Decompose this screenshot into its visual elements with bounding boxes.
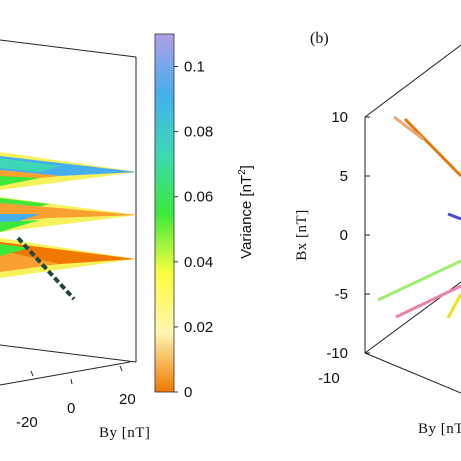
y-tick-label: 5	[340, 168, 348, 185]
panel-a: -20 0 20 By [nT]	[0, 39, 150, 441]
colorbar-tick-label: 0.1	[184, 59, 205, 76]
colorbar-bar	[154, 33, 175, 393]
box-edge	[0, 344, 137, 363]
series-line	[393, 115, 424, 141]
colorbar: 0 0.02 0.04 0.06 0.08 0.1 Variance [nT2]	[154, 33, 255, 401]
x-tick-mark	[70, 378, 73, 385]
x-tick-mark	[119, 365, 123, 372]
y-axis-label: Bx [nT]	[294, 209, 310, 260]
box-edge	[0, 361, 131, 386]
y-tick-label: -5	[335, 286, 348, 303]
trajectory-line	[16, 236, 76, 301]
series-line	[446, 293, 461, 319]
series-line	[377, 259, 461, 302]
panel-label: (b)	[310, 30, 329, 47]
x-tick-label: 20	[119, 391, 136, 408]
series-line	[395, 284, 461, 319]
x-tick-label: -10	[318, 370, 340, 387]
y-tick-label: -10	[326, 345, 348, 362]
panel-b: (b) 10 5 0 -5 -10 -10 Bx [nT] By [nT]	[294, 30, 461, 437]
box-edge	[0, 39, 137, 58]
series-line	[447, 212, 461, 221]
box-edge	[364, 44, 461, 118]
x-tick-label: -20	[16, 414, 38, 431]
surface-sheet	[0, 152, 138, 190]
colorbar-label: Variance [nT2]	[237, 165, 255, 259]
x-tick-mark	[30, 370, 34, 377]
colorbar-tick-label: 0.04	[184, 254, 213, 271]
colorbar-tick-label: 0.08	[184, 124, 213, 141]
colorbar-tick-label: 0	[184, 384, 192, 401]
y-tick-label: 0	[340, 227, 348, 244]
series-line	[403, 117, 461, 178]
x-tick-label: 0	[67, 400, 75, 417]
x-axis-label: By [nT]	[99, 425, 150, 441]
surface-sheet	[0, 197, 138, 232]
colorbar-tick-label: 0.02	[184, 319, 213, 336]
x-axis-label: By [nT]	[418, 421, 461, 437]
box-edge	[364, 352, 461, 394]
colorbar-tick-label: 0.06	[184, 189, 213, 206]
y-tick-label: 10	[331, 109, 348, 126]
surface-sheet	[0, 238, 136, 278]
